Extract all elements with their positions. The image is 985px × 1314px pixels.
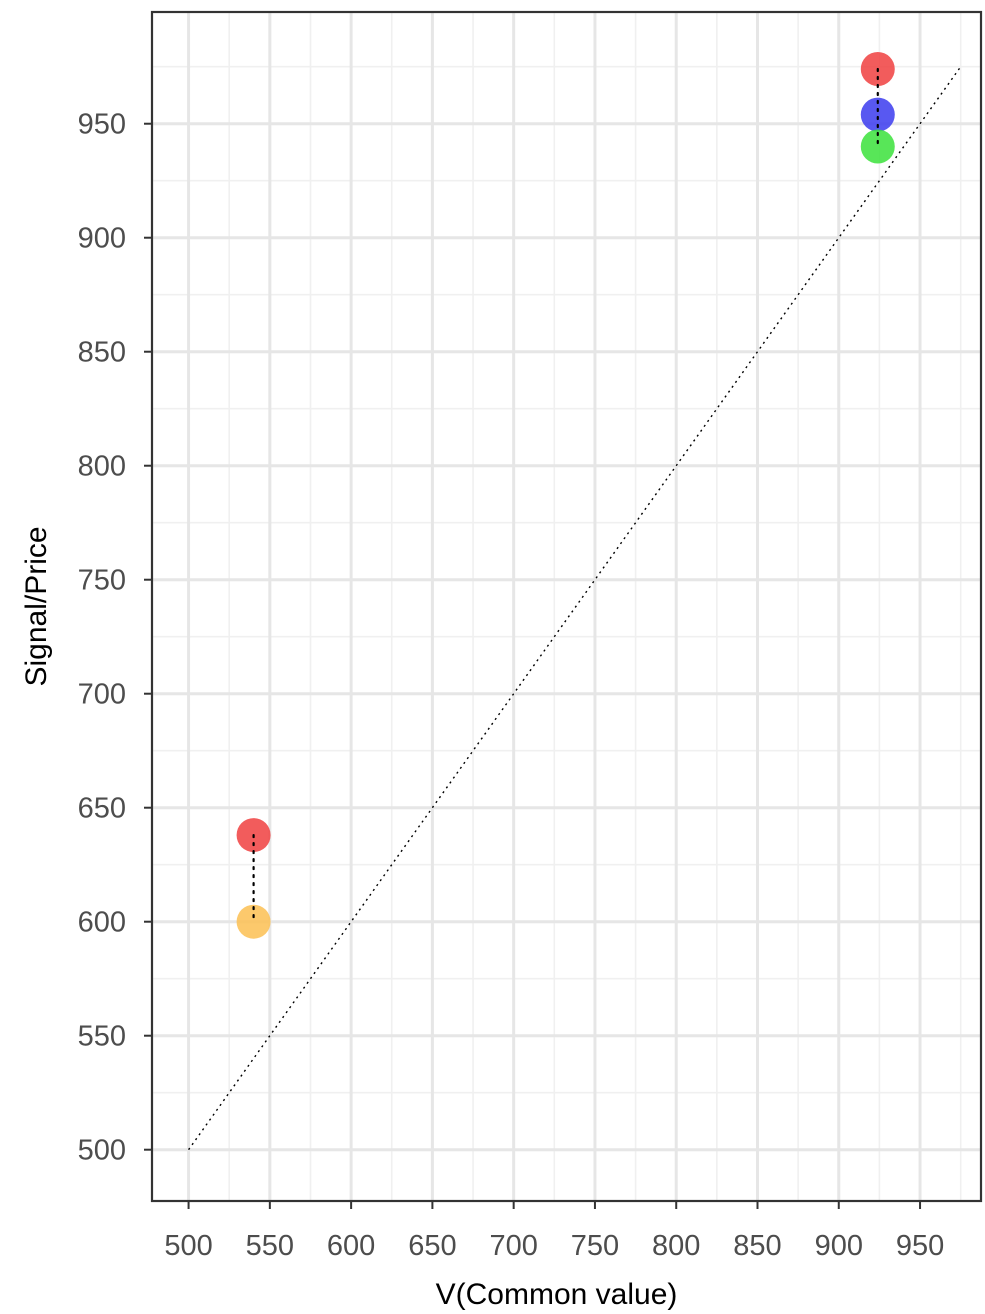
y-tick-label: 600 — [78, 907, 126, 939]
y-tick-label: 700 — [78, 679, 126, 711]
data-point — [860, 97, 895, 132]
x-tick-label: 950 — [896, 1230, 944, 1262]
y-tick-label: 650 — [78, 793, 126, 825]
data-points — [236, 51, 895, 939]
y-tick-label: 550 — [78, 1021, 126, 1053]
major-grid — [152, 12, 981, 1201]
data-point — [236, 904, 271, 939]
y-tick-label: 850 — [78, 337, 126, 369]
identity-reference-line — [188, 66, 962, 1151]
y-axis-ticks: 500 550 600 650 700 750 800 850 900 950 — [78, 109, 152, 1167]
panel-border — [150, 10, 983, 1203]
y-tick-label: 900 — [78, 223, 126, 255]
x-axis-ticks: 500 550 600 650 700 750 800 850 900 950 — [164, 1201, 944, 1262]
minor-grid — [152, 12, 981, 1201]
x-tick-label: 600 — [327, 1230, 375, 1262]
x-tick-label: 800 — [652, 1230, 700, 1262]
x-tick-label: 650 — [408, 1230, 456, 1262]
y-axis-title: Signal/Price — [20, 526, 53, 686]
y-tick-label: 800 — [78, 451, 126, 483]
point-connectors — [252, 67, 879, 923]
plot-panel-border — [150, 10, 983, 1203]
reference-line-y-equals-x — [188, 66, 962, 1151]
y-tick-label: 500 — [78, 1135, 126, 1167]
y-tick-label: 750 — [78, 565, 126, 597]
x-tick-label: 850 — [733, 1230, 781, 1262]
x-axis-title: V(Common value) — [436, 1278, 678, 1311]
x-tick-label: 900 — [815, 1230, 863, 1262]
x-tick-label: 550 — [246, 1230, 294, 1262]
x-tick-label: 750 — [571, 1230, 619, 1262]
data-point — [860, 129, 895, 164]
y-tick-label: 950 — [78, 109, 126, 141]
x-tick-label: 700 — [489, 1230, 537, 1262]
x-tick-label: 500 — [164, 1230, 212, 1262]
